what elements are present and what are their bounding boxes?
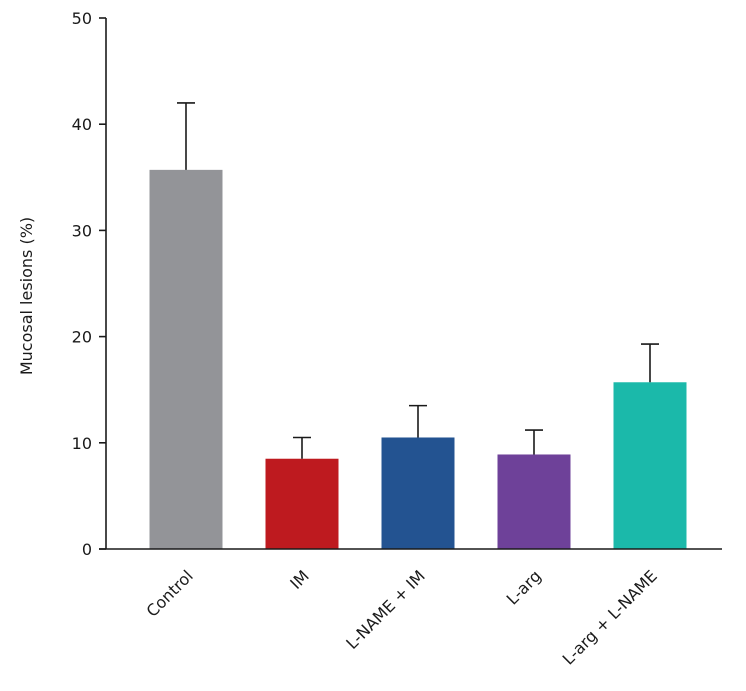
bar-im [265,458,339,549]
y-tick-label-40: 40 [72,115,92,134]
bar-l-name-im [381,437,455,549]
y-ticks-layer: 0 10 20 30 40 50 [72,9,106,559]
category-label-l-arg: L-arg [503,566,545,608]
y-tick-label-10: 10 [72,434,92,453]
error-bar-im [293,436,311,459]
y-tick-label-30: 30 [72,221,92,240]
error-bar-l-name-im [409,404,427,438]
bar-l-arg-l-name [613,382,687,549]
category-label-l-name-im: L-NAME + IM [342,566,429,653]
category-label-l-arg-l-name: L-arg + L-NAME [559,566,661,668]
error-bars-layer [177,102,659,459]
bar-control [149,169,223,549]
category-label-im: IM [286,566,313,593]
x-category-labels: Control IM L-NAME + IM L-arg L-arg + L-NAME [142,566,660,668]
y-tick-label-50: 50 [72,9,92,28]
bars-layer [149,169,687,549]
y-tick-label-20: 20 [72,328,92,347]
category-label-control: Control [142,566,196,620]
axes-layer [99,18,722,550]
error-bar-l-arg [525,429,543,455]
bar-l-arg [497,454,571,549]
error-bar-l-arg-l-name [641,343,659,383]
y-tick-label-0: 0 [82,540,92,559]
error-bar-control [177,102,195,170]
y-axis-title: Mucosal lesions (%) [17,217,36,375]
